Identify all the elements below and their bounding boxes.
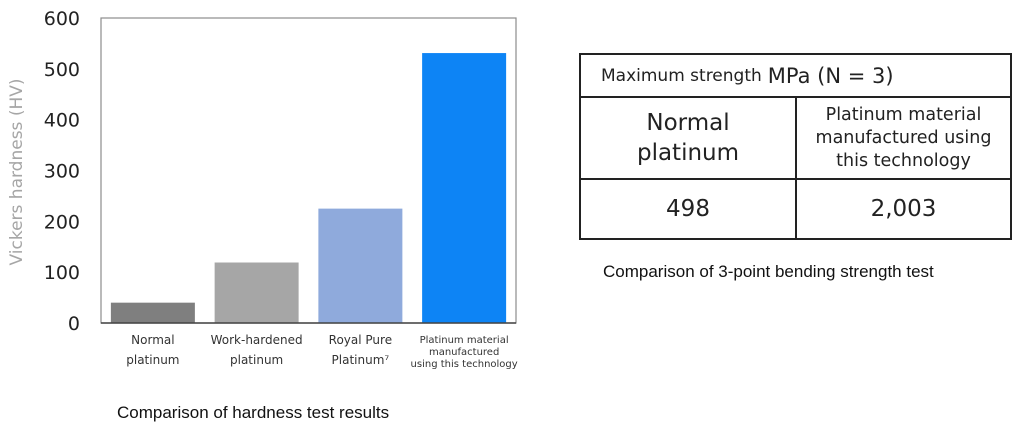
y-axis-ticks: 0 100 200 300 400 500 600: [44, 8, 80, 335]
header-technology-platinum: Platinum material manufactured using thi…: [797, 98, 1010, 180]
table-title-unit: MPa (N = 3): [767, 63, 894, 88]
table-caption: Comparison of 3-point bending strength t…: [603, 262, 934, 281]
y-tick-label: 300: [44, 161, 80, 183]
value-normal-platinum: 498: [581, 180, 797, 238]
y-tick-label: 400: [44, 110, 80, 132]
chart-caption: Comparison of hardness test results: [117, 403, 390, 422]
table-title-prefix: Maximum strength: [601, 65, 762, 86]
bar: [422, 53, 507, 323]
y-tick-label: 500: [44, 59, 80, 81]
y-tick-label: 100: [44, 262, 80, 284]
hardness-bar-chart: 0 100 200 300 400 500 600 Vickers hardness (HV…: [7, 8, 518, 370]
bar: [318, 208, 403, 323]
x-tick-label: Platinum material manufactured using this …: [411, 335, 518, 370]
y-axis-label: Vickers hardness (HV): [7, 79, 27, 266]
value-technology-platinum: 2,003: [870, 196, 937, 222]
x-axis-labels: Normal platinum Work-hardened platinum Royal…: [126, 333, 518, 370]
bars: [110, 53, 507, 323]
table-title: Maximum strength MPa (N = 3): [581, 55, 1010, 98]
x-tick-label: Normal platinum: [126, 333, 179, 367]
x-tick-label: Work-hardened platinum: [211, 333, 303, 367]
x-tick-label: Royal Pure Platinum⁷: [329, 333, 392, 367]
header-normal-platinum: Normal platinum: [581, 98, 797, 180]
y-tick-label: 600: [44, 8, 80, 30]
bar: [214, 262, 299, 323]
y-tick-label: 200: [44, 211, 80, 233]
bar: [110, 302, 195, 323]
y-tick-label: 0: [68, 313, 80, 335]
strength-table: Maximum strength MPa (N = 3) Normal plat…: [579, 53, 1012, 240]
